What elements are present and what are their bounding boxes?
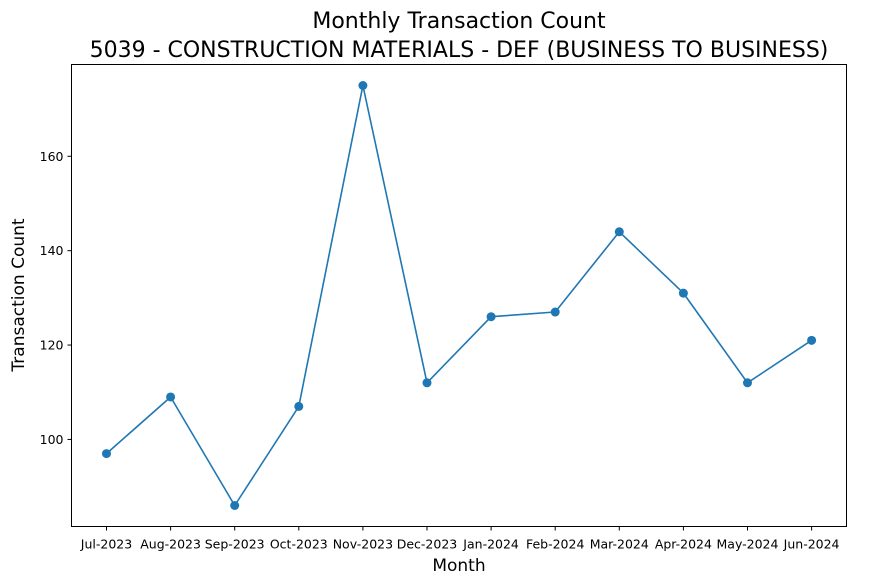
y-axis-label: Transaction Count — [9, 218, 29, 372]
x-tick-label: Feb-2024 — [526, 537, 585, 552]
data-point — [102, 449, 111, 459]
x-tick-label: Jul-2023 — [80, 537, 132, 552]
y-tick-label: 140 — [40, 243, 64, 258]
x-tick-label: May-2024 — [717, 537, 779, 552]
data-point — [807, 335, 817, 345]
x-tick-label: Aug-2023 — [140, 537, 201, 552]
plot-frame — [71, 64, 847, 527]
plot-area — [102, 81, 817, 510]
data-point — [358, 81, 368, 90]
data-point — [550, 307, 560, 317]
x-tick-label: Oct-2023 — [270, 537, 328, 552]
y-tick-label: 100 — [40, 432, 64, 447]
chart-title: Monthly Transaction Count — [312, 9, 606, 34]
data-point — [166, 392, 176, 402]
data-point — [743, 378, 752, 388]
data-point — [294, 401, 304, 411]
data-point — [486, 312, 496, 322]
x-tick-label: Dec-2023 — [397, 537, 458, 552]
x-tick-label: Nov-2023 — [333, 537, 393, 552]
x-tick-label: Sep-2023 — [205, 537, 265, 552]
series-line — [105, 84, 813, 507]
data-point — [422, 378, 432, 388]
x-tick-label: Jun-2024 — [783, 537, 840, 552]
y-tick-label: 160 — [40, 149, 64, 164]
chart-subtitle: 5039 - CONSTRUCTION MATERIALS - DEF (BUS… — [90, 38, 829, 63]
data-point — [614, 227, 624, 237]
x-tick-label: Mar-2024 — [590, 537, 649, 552]
x-tick-label: Apr-2024 — [655, 537, 712, 552]
y-tick-label: 120 — [40, 338, 64, 353]
x-tick-label: Jan-2024 — [462, 537, 519, 552]
data-point — [230, 501, 240, 510]
data-point — [678, 288, 688, 298]
x-axis-label: Month — [432, 556, 485, 576]
